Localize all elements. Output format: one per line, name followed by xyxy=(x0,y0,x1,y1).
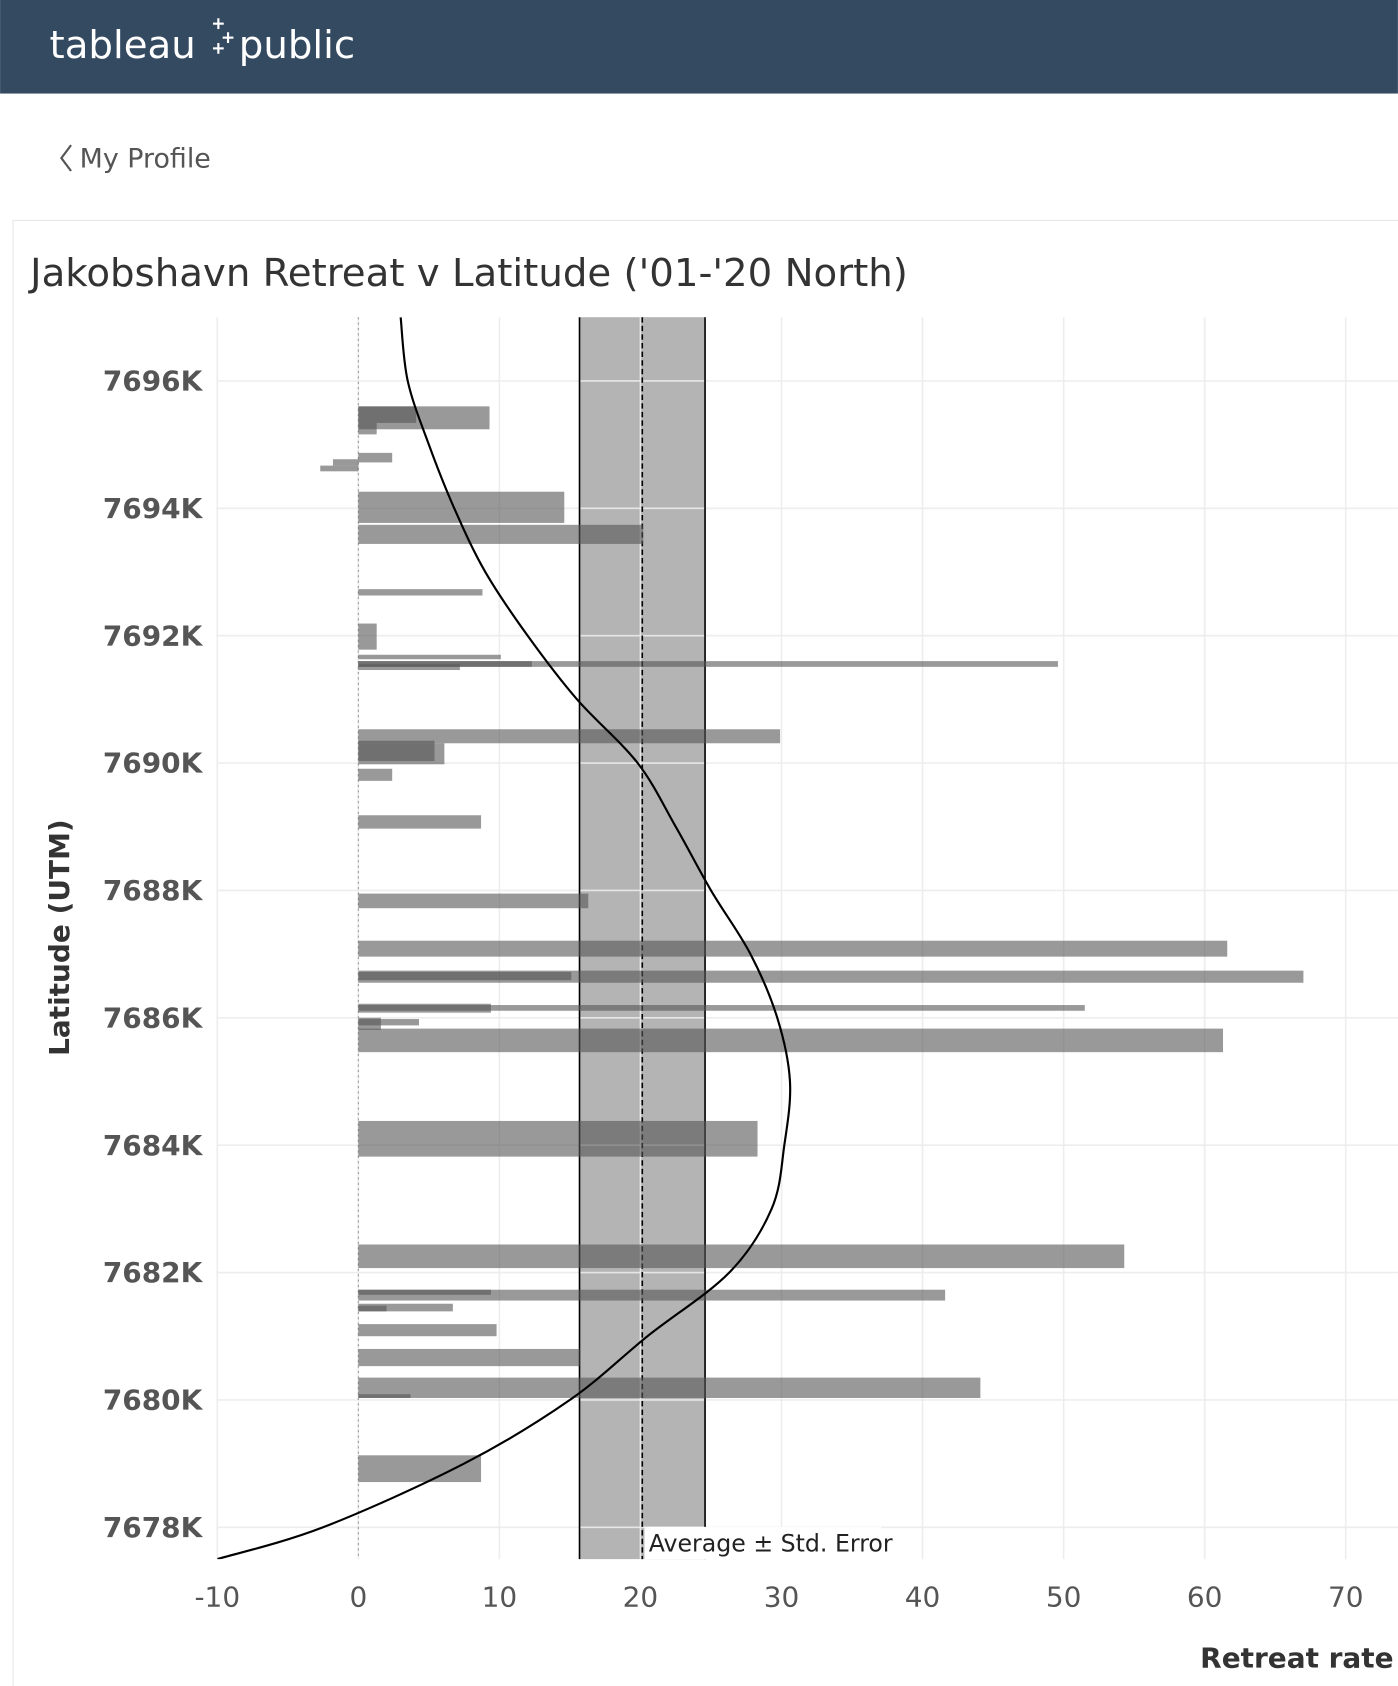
bar xyxy=(358,422,377,435)
bar xyxy=(358,893,589,909)
bar xyxy=(358,1324,497,1337)
x-tick-label: 10 xyxy=(482,1580,518,1613)
y-tick-label: 7696K xyxy=(103,365,204,398)
y-tick-label: 7678K xyxy=(103,1511,204,1544)
x-tick-label: 20 xyxy=(623,1580,659,1613)
bar xyxy=(358,654,501,660)
bar xyxy=(358,815,482,829)
bar xyxy=(358,729,781,744)
header-bar xyxy=(0,0,1398,94)
bar xyxy=(358,1244,1125,1269)
y-tick-label: 7686K xyxy=(103,1001,204,1034)
bar xyxy=(358,1289,946,1301)
bar xyxy=(358,1289,491,1295)
bar xyxy=(358,589,483,596)
bar xyxy=(358,740,435,762)
back-link[interactable]: My Profile xyxy=(80,144,211,175)
band-label: Average ± Std. Error xyxy=(649,1530,893,1558)
y-tick-label: 7694K xyxy=(103,492,204,525)
bar xyxy=(358,452,393,463)
bar xyxy=(358,1019,419,1026)
x-tick-label: 50 xyxy=(1046,1580,1082,1613)
trend-line xyxy=(217,317,792,1560)
y-tick-label: 7690K xyxy=(103,747,204,780)
x-axis-title: Retreat rate xyxy=(1200,1642,1393,1675)
y-axis-title: Latitude (UTM) xyxy=(43,819,76,1056)
bar xyxy=(358,406,417,423)
back-chevron[interactable] xyxy=(60,144,72,172)
x-tick-label: 30 xyxy=(764,1580,800,1613)
bar xyxy=(358,661,1058,667)
bar xyxy=(358,1017,381,1030)
x-tick-label: 60 xyxy=(1187,1580,1223,1613)
y-tick-label: 7692K xyxy=(103,619,204,652)
y-tick-label: 7684K xyxy=(103,1129,204,1162)
y-tick-label: 7688K xyxy=(103,874,204,907)
x-tick-label: 40 xyxy=(905,1580,941,1613)
bar xyxy=(358,1303,453,1312)
bar xyxy=(358,1005,1085,1011)
bar xyxy=(358,768,393,781)
bar xyxy=(358,1377,981,1398)
bar xyxy=(358,970,1304,983)
logo-suffix[interactable]: public xyxy=(239,23,355,68)
bar xyxy=(320,465,359,472)
bar xyxy=(358,1348,580,1367)
bar xyxy=(358,1305,387,1312)
logo-mark xyxy=(212,18,234,54)
y-tick-label: 7682K xyxy=(103,1256,204,1289)
x-tick-label: 70 xyxy=(1328,1580,1364,1613)
bar xyxy=(358,940,1228,957)
bar xyxy=(358,664,460,671)
x-tick-label: -10 xyxy=(194,1580,240,1613)
bar xyxy=(358,524,644,544)
bar xyxy=(358,971,572,981)
x-tick-label: 0 xyxy=(349,1580,367,1613)
bar xyxy=(358,661,532,667)
bar xyxy=(358,1003,491,1013)
band-label-bg xyxy=(644,1526,881,1560)
y-tick-label: 7680K xyxy=(103,1384,204,1417)
bar xyxy=(358,1120,758,1157)
logo[interactable]: tableau xyxy=(50,23,196,68)
bar xyxy=(358,623,377,650)
bar xyxy=(358,491,565,523)
bar xyxy=(358,1394,411,1398)
chart-title: Jakobshavn Retreat v Latitude ('01-'20 N… xyxy=(28,251,908,296)
bar xyxy=(358,1028,1224,1053)
bar xyxy=(332,459,359,466)
bar xyxy=(358,1455,482,1483)
